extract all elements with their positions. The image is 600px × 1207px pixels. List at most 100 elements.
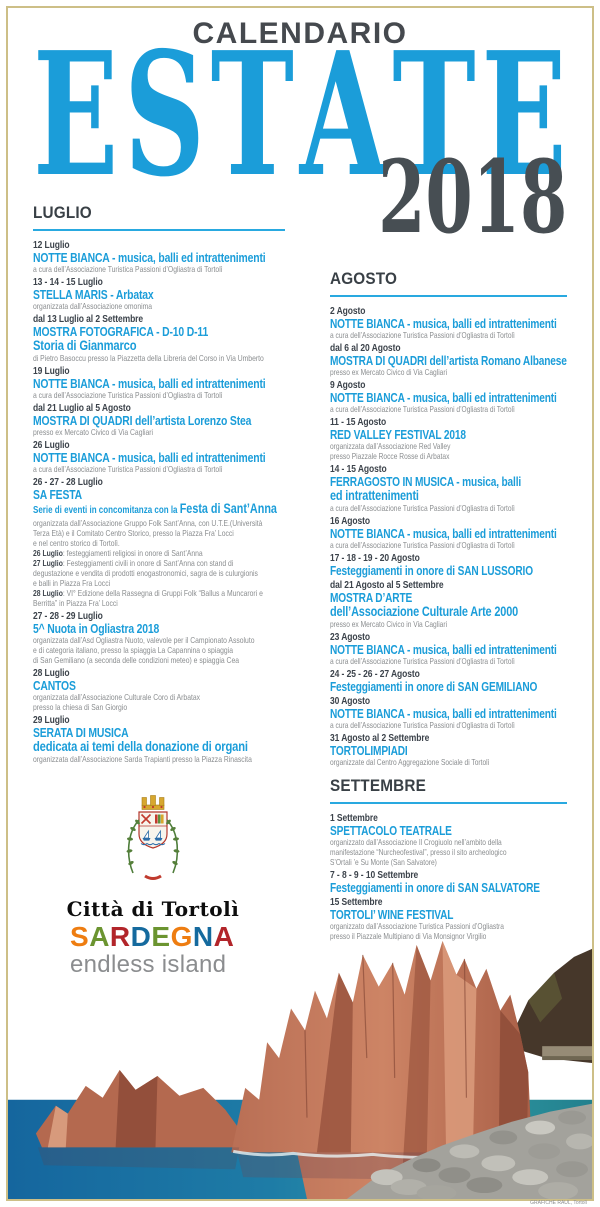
event-detail: 27 Luglio: Festeggiamenti civili in onor… bbox=[33, 558, 258, 588]
event-subtitle: Serie di eventi in concomitanza con la F… bbox=[33, 501, 277, 518]
event-title: MOSTRA FOTOGRAFICA - D-10 D-11 bbox=[33, 324, 209, 339]
event-detail: 28 Luglio: VI° Edizione della Rassegna d… bbox=[33, 588, 263, 608]
event-description: a cura dell’Associazione Turistica Passi… bbox=[330, 720, 515, 730]
event-title: CANTOS bbox=[33, 678, 76, 693]
event-description: organizzate dal Centro Aggregazione Soci… bbox=[330, 757, 490, 767]
event-date: 24 - 25 - 26 - 27 Agosto bbox=[330, 669, 420, 680]
sardegna-wordmark: SARDEGNA bbox=[70, 922, 234, 952]
event-subtitle-big: Festa di Sant’Anna bbox=[179, 501, 277, 516]
event-title: NOTTE BIANCA - musica, balli ed intratte… bbox=[330, 390, 557, 405]
headline-letter: S bbox=[124, 15, 205, 215]
event-description: a cura dell’Associazione Turistica Passi… bbox=[33, 464, 223, 474]
event-description: organizzata dall’Associazione Sarda Trap… bbox=[33, 754, 252, 764]
month-section-settembre: SETTEMBRE 1 Settembre SPETTACOLO TEATRALE o… bbox=[330, 770, 567, 941]
event: 14 - 15 Agosto FERRAGOSTO IN MUSICA - mus… bbox=[330, 464, 567, 513]
event-title: SPETTACOLO TEATRALE bbox=[330, 823, 452, 838]
event-date: 9 Agosto bbox=[330, 380, 366, 391]
event-description: a cura dell’Associazione Turistica Passi… bbox=[33, 390, 223, 400]
sardegna-letter: S bbox=[70, 921, 90, 952]
sardegna-letter: A bbox=[89, 921, 110, 952]
event: 11 - 15 Agosto RED VALLEY FESTIVAL 2018 or… bbox=[330, 417, 567, 461]
headline-letter: E bbox=[481, 15, 567, 215]
headline-letter: A bbox=[299, 15, 387, 215]
headline-letter: T bbox=[392, 15, 476, 215]
event: 17 - 18 - 19 - 20 Agosto Festeggiamenti i… bbox=[330, 553, 567, 577]
event-title: TORTOLIMPIADI bbox=[330, 743, 408, 758]
event-date: 30 Agosto bbox=[330, 696, 371, 707]
event-title: ed intrattenimenti bbox=[330, 487, 419, 503]
arbatax-red-rocks-photo bbox=[8, 939, 592, 1199]
event-title: MOSTRA DI QUADRI dell’artista Lorenzo St… bbox=[33, 413, 252, 428]
event: 26 Luglio NOTTE BIANCA - musica, balli ed… bbox=[33, 440, 285, 474]
event: 16 Agosto NOTTE BIANCA - musica, balli ed… bbox=[330, 516, 567, 550]
event-title: NOTTE BIANCA - musica, balli ed intratte… bbox=[33, 376, 266, 391]
event: 26 - 27 - 28 Luglio SA FESTA Serie di even… bbox=[33, 477, 285, 608]
event: 2 Agosto NOTTE BIANCA - musica, balli ed … bbox=[330, 306, 567, 340]
kicker-calendario: CALENDARIO bbox=[192, 17, 408, 50]
event-title: dell’Associazione Culturale Arte 2000 bbox=[330, 603, 519, 619]
event: 1 Settembre SPETTACOLO TEATRALE organizzat… bbox=[330, 813, 567, 867]
event-description: organizzato dall’Associazione Il Crogiuo… bbox=[330, 837, 507, 867]
event-detail-date: 27 Luglio bbox=[33, 558, 63, 568]
city-logo-block: Città di Tortolì bbox=[33, 793, 273, 921]
column-agosto-settembre: AGOSTO 2 Agosto NOTTE BIANCA - musica, bal… bbox=[330, 263, 567, 944]
sardegna-letter: G bbox=[170, 921, 193, 952]
sardegna-letter: D bbox=[130, 921, 152, 952]
event-description: a cura dell’Associazione Turistica Passi… bbox=[330, 330, 515, 340]
sardegna-letter: N bbox=[192, 921, 214, 952]
event-date: 26 - 27 - 28 Luglio bbox=[33, 477, 103, 488]
event-detail: 26 Luglio: festeggiamenti religiosi in o… bbox=[33, 548, 203, 558]
event: 12 Luglio NOTTE BIANCA - musica, balli ed… bbox=[33, 240, 285, 274]
city-logo-label: Città di Tortolì bbox=[66, 897, 240, 921]
event-title: SERATA DI MUSICA bbox=[33, 725, 129, 740]
month-section-agosto: AGOSTO 2 Agosto NOTTE BIANCA - musica, bal… bbox=[330, 263, 567, 767]
event-description: presso ex Mercato Civico di Via Cagliari bbox=[33, 427, 154, 437]
event: 15 Settembre TORTOLI’ WINE FESTIVAL organi… bbox=[330, 897, 567, 941]
event-title: TORTOLI’ WINE FESTIVAL bbox=[330, 907, 454, 922]
event: dal 21 Agosto al 5 Settembre MOSTRA D’ART… bbox=[330, 580, 567, 629]
event-description: a cura dell’Associazione Turistica Passi… bbox=[330, 656, 515, 666]
event-title: Storia di Gianmarco bbox=[33, 337, 137, 353]
event-description: a cura dell’Associazione Turistica Passi… bbox=[330, 503, 515, 513]
event-title: 5^ Nuota in Ogliastra 2018 bbox=[33, 621, 160, 636]
event-date: 14 - 15 Agosto bbox=[330, 464, 387, 475]
event-title: SA FESTA bbox=[33, 487, 82, 502]
event-date: 29 Luglio bbox=[33, 715, 70, 726]
event-title: STELLA MARIS - Arbatax bbox=[33, 287, 154, 302]
column-luglio: LUGLIO 12 Luglio NOTTE BIANCA - musica, ba… bbox=[33, 197, 285, 767]
event: 19 Luglio NOTTE BIANCA - musica, balli ed… bbox=[33, 366, 285, 400]
event: 9 Agosto NOTTE BIANCA - musica, balli ed … bbox=[330, 380, 567, 414]
event-date: dal 13 Luglio al 2 Settembre bbox=[33, 314, 144, 325]
month-header: AGOSTO bbox=[330, 263, 567, 297]
event: 24 - 25 - 26 - 27 Agosto Festeggiamenti i… bbox=[330, 669, 567, 693]
month-section-luglio: LUGLIO 12 Luglio NOTTE BIANCA - musica, ba… bbox=[33, 197, 285, 764]
event-description: a cura dell’Associazione Turistica Passi… bbox=[330, 404, 515, 414]
event-date: 28 Luglio bbox=[33, 668, 70, 679]
event-description: organizzata dall’Asd Ogliastra Nuoto, va… bbox=[33, 635, 255, 665]
event-title: RED VALLEY FESTIVAL 2018 bbox=[330, 427, 466, 442]
event-date: dal 6 al 20 Agosto bbox=[330, 343, 401, 354]
event-title: Festeggiamenti in onore di SAN SALVATORE bbox=[330, 880, 540, 895]
event-date: 11 - 15 Agosto bbox=[330, 417, 387, 428]
event-date: 12 Luglio bbox=[33, 240, 70, 251]
event-date: 26 Luglio bbox=[33, 440, 70, 451]
month-header-label: SETTEMBRE bbox=[330, 776, 426, 795]
event-date: 19 Luglio bbox=[33, 366, 70, 377]
event-detail-date: 28 Luglio bbox=[33, 588, 63, 598]
sardegna-logo: SARDEGNA endless island bbox=[70, 922, 234, 978]
event-description: organizzato dall’Associazione Turistica … bbox=[330, 921, 504, 941]
event: 28 Luglio CANTOS organizzata dall’Associaz… bbox=[33, 668, 285, 712]
event-description: organizzata dall’Associazione omonima bbox=[33, 301, 153, 311]
event-title: NOTTE BIANCA - musica, balli ed intratte… bbox=[33, 250, 266, 265]
event-title: Festeggiamenti in onore di SAN LUSSORIO bbox=[330, 563, 533, 578]
month-header-label: AGOSTO bbox=[330, 269, 398, 288]
event-title: NOTTE BIANCA - musica, balli ed intratte… bbox=[33, 450, 266, 465]
event-date: 7 - 8 - 9 - 10 Settembre bbox=[330, 870, 419, 881]
event-description: organizzata dall’Associazione Red Valley… bbox=[330, 441, 451, 461]
headline-year: 2018 bbox=[377, 138, 567, 256]
month-header: LUGLIO bbox=[33, 197, 285, 231]
event: dal 6 al 20 Agosto MOSTRA DI QUADRI dell’… bbox=[330, 343, 567, 377]
event-title: dedicata ai temi della donazione di orga… bbox=[33, 738, 248, 754]
event-detail-date: 26 Luglio bbox=[33, 548, 63, 558]
